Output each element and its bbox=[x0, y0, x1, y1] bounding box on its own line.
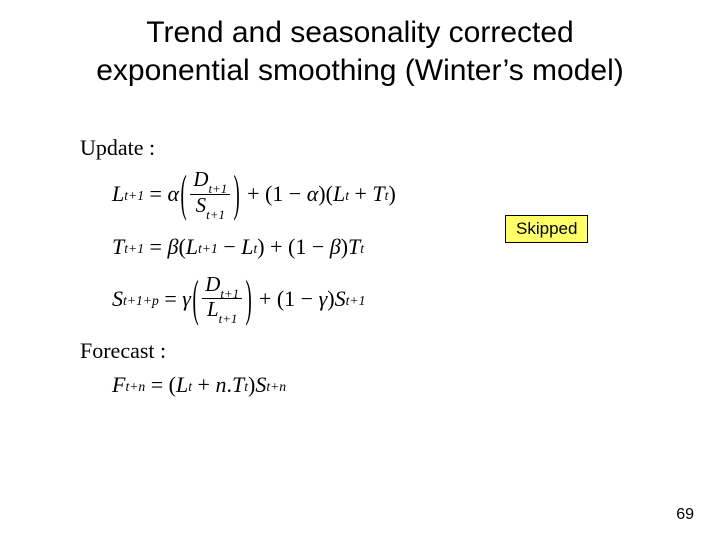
sub-t1h: t+1 bbox=[346, 293, 366, 309]
sym-beta2: β bbox=[330, 234, 341, 260]
sym-alpha2: α bbox=[307, 181, 319, 207]
sym-L3: L bbox=[186, 234, 198, 260]
txt10: + bbox=[192, 372, 215, 398]
sub-t1f: t+1 bbox=[220, 286, 239, 301]
skipped-callout: Skipped bbox=[505, 215, 588, 243]
eq2: = bbox=[144, 234, 167, 260]
page-number: 69 bbox=[676, 506, 694, 524]
frac-DS: Dt+1 St+1 bbox=[190, 169, 230, 220]
eq4: = ( bbox=[145, 372, 176, 398]
sym-S4: S bbox=[255, 372, 266, 398]
sub-t1p: t+1+p bbox=[123, 293, 159, 309]
sym-alpha: α bbox=[167, 181, 179, 207]
math-block: Update : Lt+1 = α ( Dt+1 St+1 ) + (1 − α… bbox=[80, 135, 396, 412]
paren-l: ( bbox=[181, 164, 187, 224]
sym-beta: β bbox=[167, 234, 178, 260]
sym-D: D bbox=[193, 167, 208, 191]
txt7: ) bbox=[341, 234, 348, 260]
sub-t6: t bbox=[244, 379, 248, 395]
sym-S2: S bbox=[112, 286, 123, 312]
sub-tn2: t+n bbox=[266, 379, 286, 395]
sub-t3: t bbox=[253, 241, 257, 257]
sym-gamma: γ bbox=[182, 286, 191, 312]
sym-S3: S bbox=[335, 286, 346, 312]
sym-L2: L bbox=[333, 181, 345, 207]
txt6: ) + (1 − bbox=[257, 234, 329, 260]
sub-t1d: t+1 bbox=[124, 241, 144, 257]
sub-t: t bbox=[345, 188, 349, 204]
sym-S: S bbox=[196, 193, 206, 217]
equation-season: St+1+p = γ ( Dt+1 Lt+1 ) + (1 − γ)St+1 bbox=[112, 274, 396, 325]
sym-L5: L bbox=[207, 297, 219, 321]
sub-t2: t bbox=[385, 188, 389, 204]
sym-n: n bbox=[215, 372, 226, 398]
eq3: = bbox=[159, 286, 182, 312]
frac-DL: Dt+1 Lt+1 bbox=[202, 274, 242, 325]
txt8: + (1 − bbox=[253, 286, 318, 312]
forecast-label: Forecast : bbox=[80, 338, 396, 364]
sub-tn: t+n bbox=[125, 379, 145, 395]
sym-L: L bbox=[112, 181, 124, 207]
txt: )( bbox=[318, 181, 333, 207]
sub-t1: t+1 bbox=[124, 188, 144, 204]
txt2: + bbox=[349, 181, 372, 207]
update-label: Update : bbox=[80, 135, 396, 161]
sym-D2: D bbox=[205, 272, 220, 296]
txt9: ) bbox=[327, 286, 334, 312]
sub-t1c: t+1 bbox=[206, 207, 225, 222]
sub-t1b: t+1 bbox=[208, 181, 227, 196]
slide-title: Trend and seasonality corrected exponent… bbox=[0, 14, 720, 89]
title-line-2: exponential smoothing (Winter’s model) bbox=[96, 54, 623, 87]
txt3: ) bbox=[388, 181, 395, 207]
paren-r: ) bbox=[234, 164, 240, 224]
sym-T2: T bbox=[112, 234, 124, 260]
sym-L6: L bbox=[176, 372, 188, 398]
txt5: − bbox=[218, 234, 241, 260]
paren-r2: ) bbox=[246, 269, 252, 329]
sym-F: F bbox=[112, 372, 125, 398]
sym-L4: L bbox=[241, 234, 253, 260]
sym-T: T bbox=[372, 181, 384, 207]
txt4: ( bbox=[178, 234, 185, 260]
sym-gamma2: γ bbox=[319, 286, 328, 312]
sym-T3: T bbox=[348, 234, 360, 260]
sub-t5: t bbox=[188, 379, 192, 395]
plus: + (1 − bbox=[242, 181, 307, 207]
eq: = bbox=[144, 181, 167, 207]
sub-t1g: t+1 bbox=[219, 311, 238, 326]
equation-trend: Tt+1 = β (Lt+1 − Lt) + (1 − β)Tt bbox=[112, 234, 396, 260]
slide: Trend and seasonality corrected exponent… bbox=[0, 0, 720, 540]
title-line-1: Trend and seasonality corrected bbox=[146, 16, 573, 49]
equation-forecast: Ft+n = (Lt + n.Tt)St+n bbox=[112, 372, 396, 398]
paren-l2: ( bbox=[192, 269, 198, 329]
sub-t1e: t+1 bbox=[198, 241, 218, 257]
sub-t4: t bbox=[360, 241, 364, 257]
sym-T4: T bbox=[232, 372, 244, 398]
equation-level: Lt+1 = α ( Dt+1 St+1 ) + (1 − α)(Lt + Tt… bbox=[112, 169, 396, 220]
txt11: ) bbox=[248, 372, 255, 398]
